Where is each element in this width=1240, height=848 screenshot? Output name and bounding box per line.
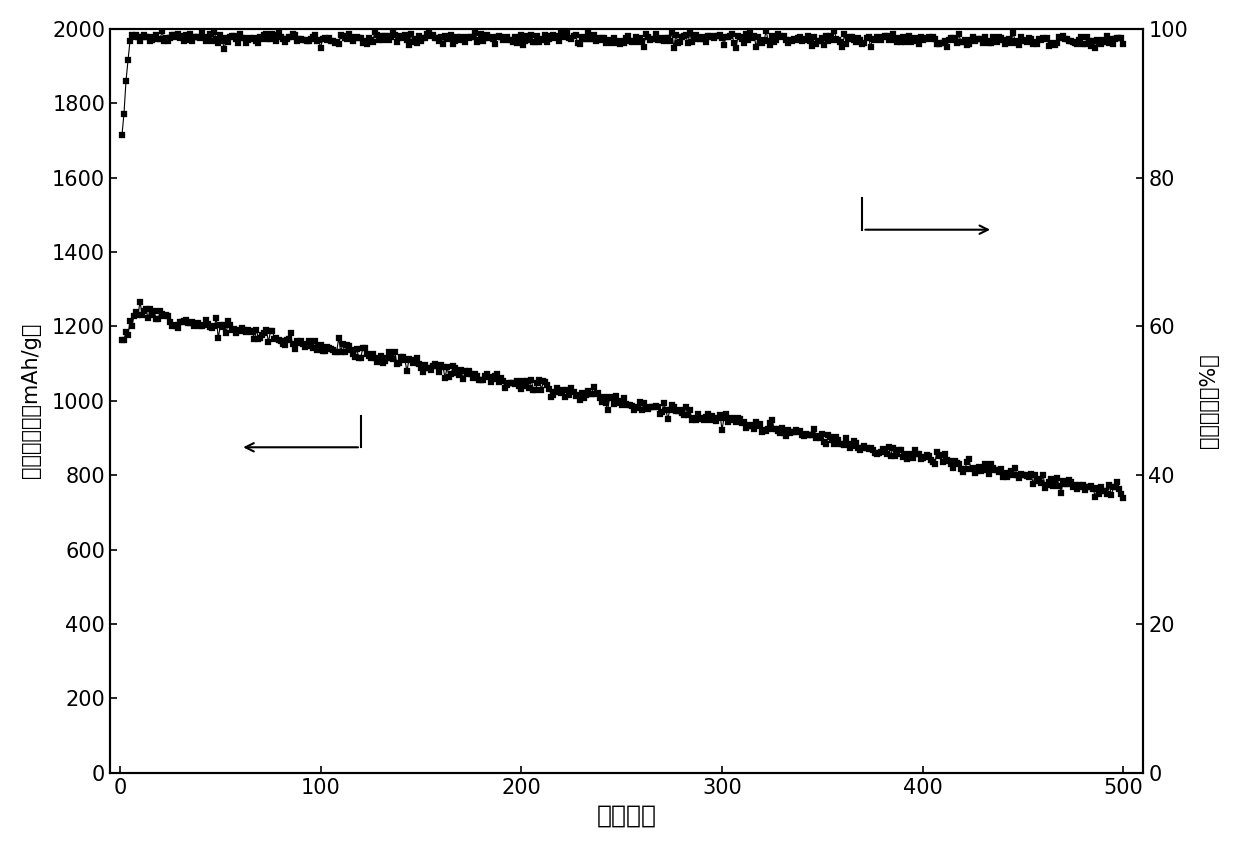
Y-axis label: 库仓效率（%）: 库仓效率（%）: [1199, 354, 1219, 448]
Y-axis label: 放电比容量（mAh/g）: 放电比容量（mAh/g）: [21, 323, 41, 478]
X-axis label: 循环次数: 循环次数: [596, 803, 657, 827]
